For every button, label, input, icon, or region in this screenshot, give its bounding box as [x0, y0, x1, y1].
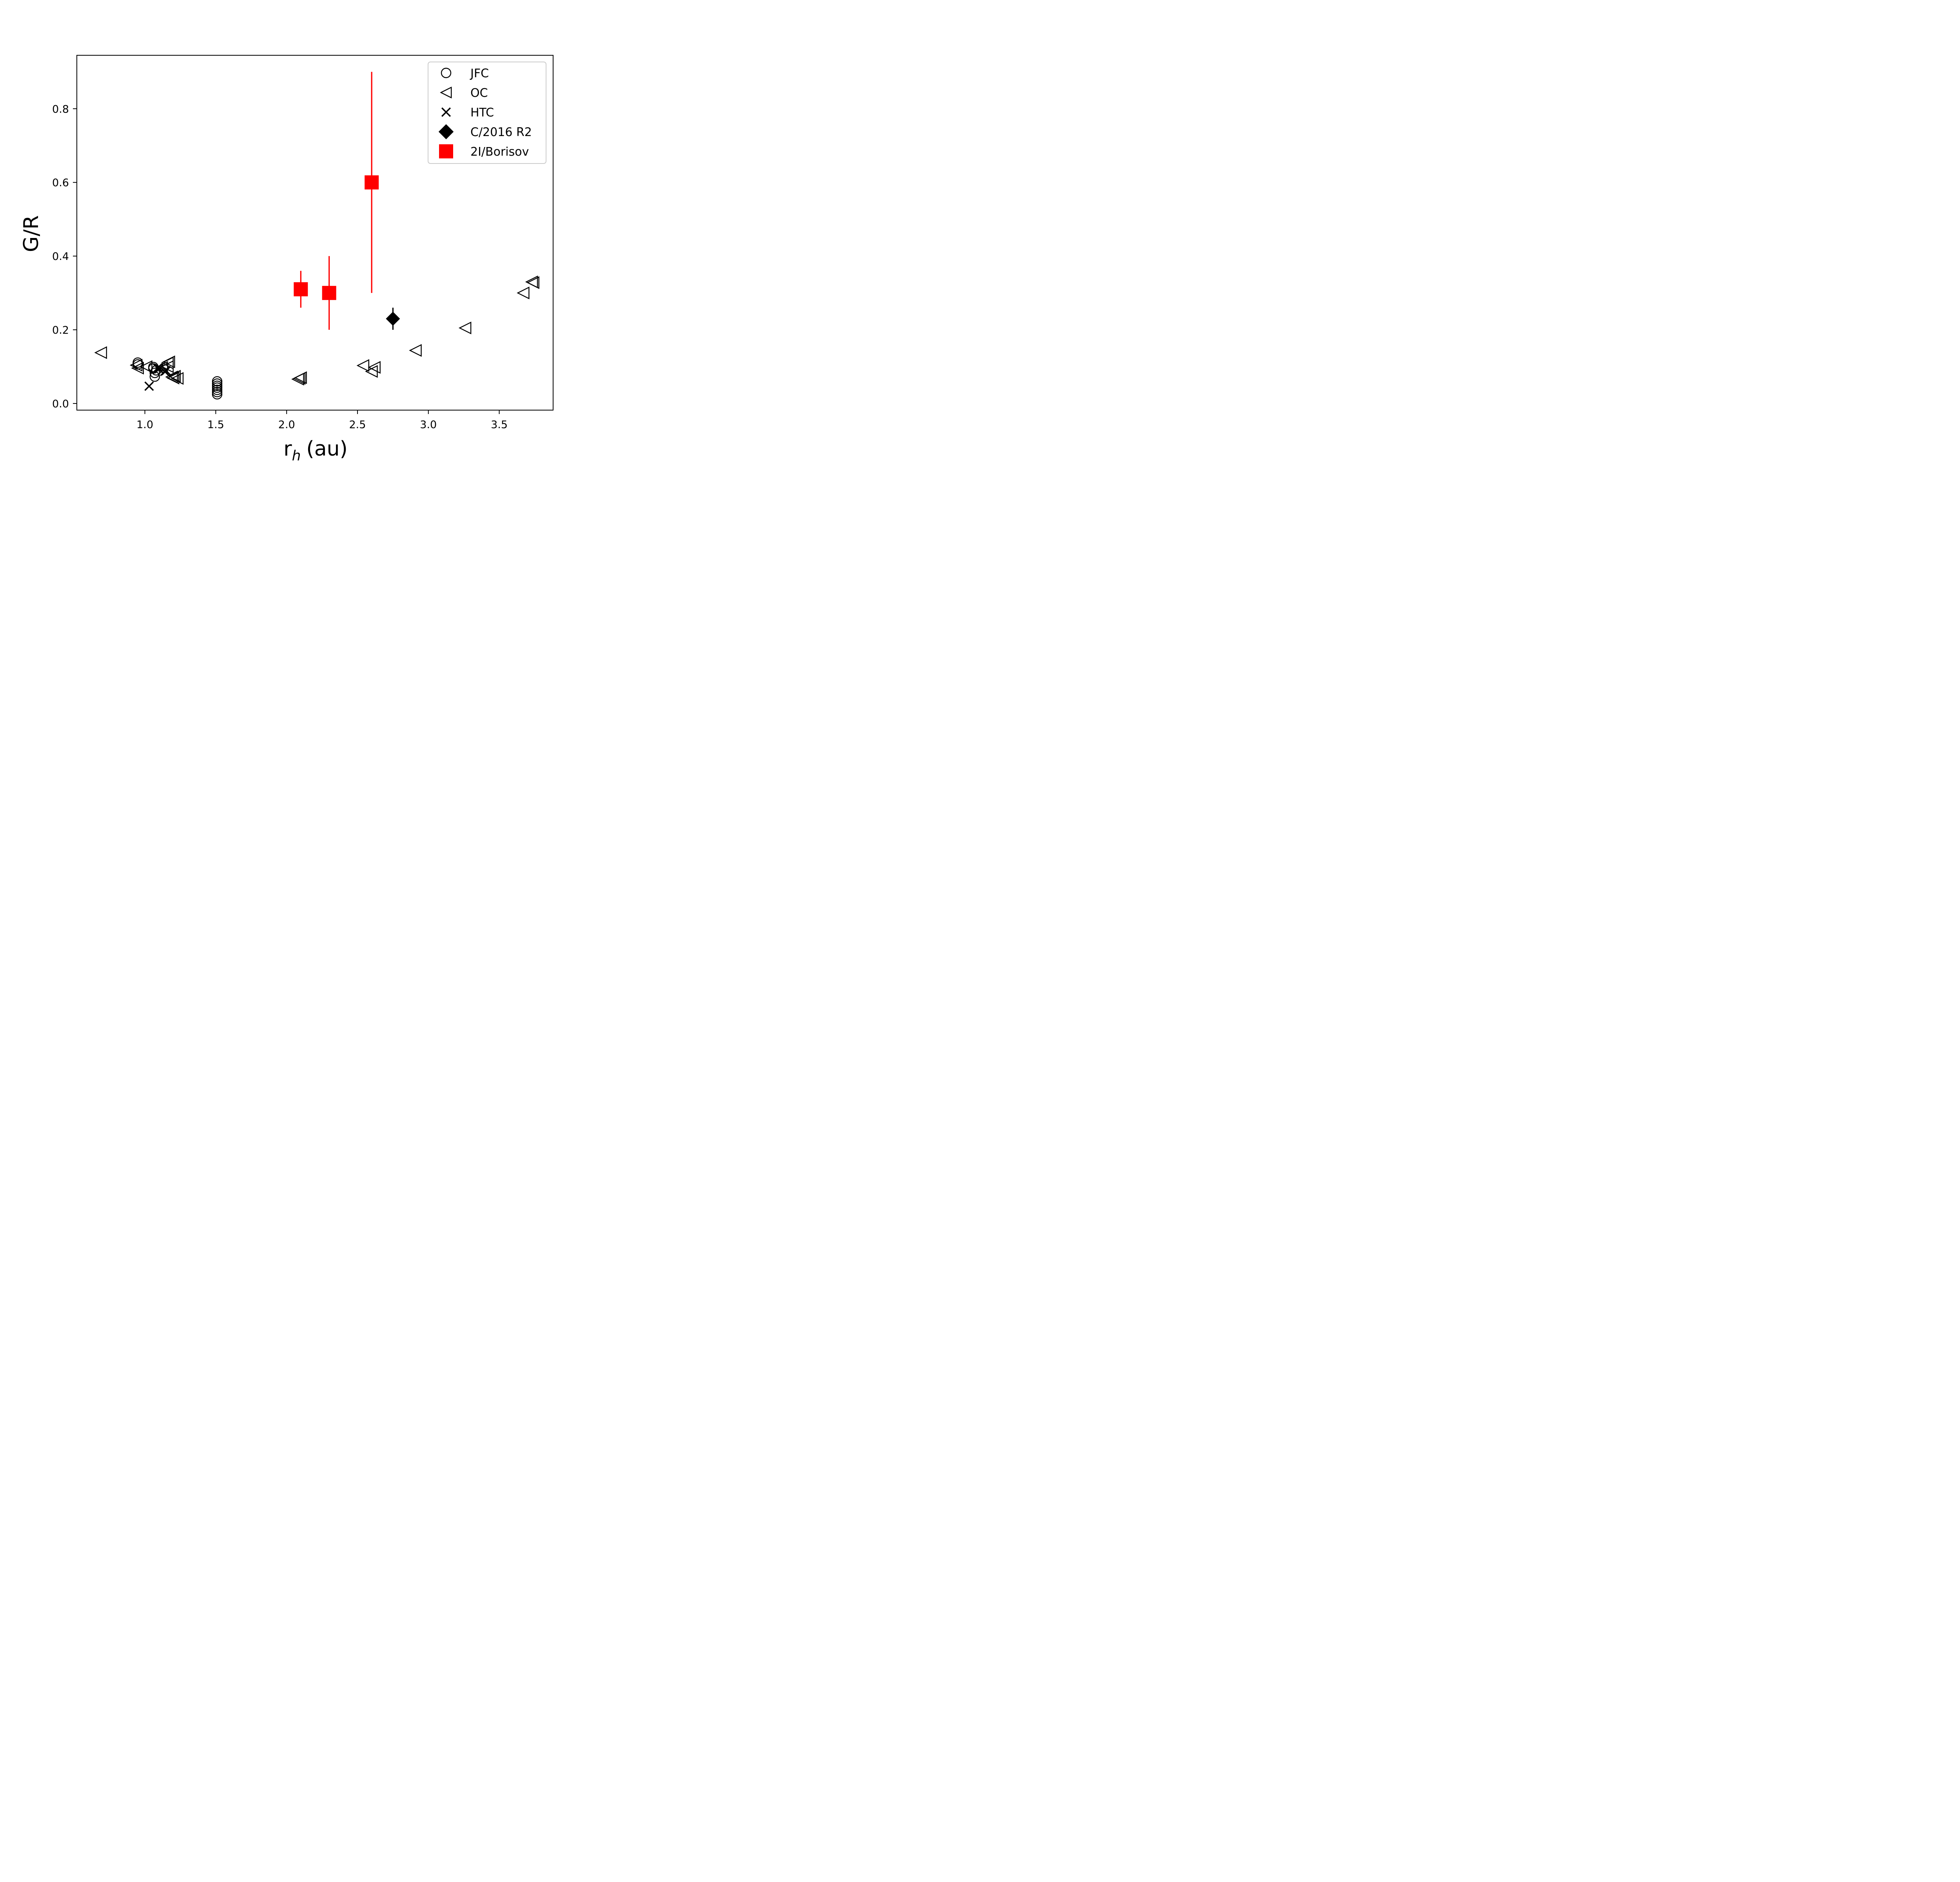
legend-item: C/2016 R2 [438, 124, 532, 140]
data-point [94, 346, 107, 359]
legend-item: HTC [441, 106, 494, 120]
y-tick-label: 0.4 [52, 251, 69, 263]
x-stroke [154, 364, 164, 374]
data-point [161, 366, 171, 376]
x-axis-label-unit: (au) [306, 437, 347, 461]
legend-marker [438, 124, 454, 140]
series-oc [94, 275, 539, 386]
y-axis-label: G/R [20, 215, 43, 252]
data-point [386, 311, 400, 326]
x-axis: 1.0 1.5 2.0 2.5 3.0 3.5 [136, 410, 508, 431]
data-point [212, 376, 223, 387]
data-point [526, 276, 539, 289]
x-tick-label: 2.0 [278, 419, 295, 431]
data-point [162, 355, 175, 369]
data-point [149, 367, 160, 378]
x-axis-label-subscript: h [292, 448, 301, 461]
legend-item: 2I/Borisov [439, 144, 529, 159]
x-tick-label: 3.0 [420, 419, 437, 431]
data-point [212, 382, 223, 393]
data-point [409, 344, 422, 357]
data-point [368, 361, 381, 374]
x-tick-label: 2.5 [349, 419, 366, 431]
data-point [168, 370, 181, 383]
x-tick-label: 3.5 [491, 419, 508, 431]
series-2i-borisov [294, 72, 379, 330]
data-point [171, 372, 184, 385]
y-tick-label: 0.2 [52, 324, 69, 336]
data-point [365, 175, 379, 190]
x-stroke [441, 107, 451, 117]
legend-box [428, 62, 546, 164]
legend-label: C/2016 R2 [470, 125, 532, 139]
data-point [154, 364, 164, 374]
legend-label: HTC [470, 106, 494, 120]
x-tick-label: 1.5 [207, 419, 224, 431]
data-point [140, 360, 152, 373]
data-point [294, 371, 307, 384]
plot-frame [76, 55, 554, 411]
legend-marker [441, 107, 451, 117]
legend-marker [441, 67, 452, 78]
data-point [294, 282, 308, 296]
data-point [212, 387, 223, 398]
x-stroke [161, 366, 171, 376]
x-axis-label-main: r [283, 437, 292, 461]
y-tick-label: 0.8 [52, 103, 69, 115]
legend-label: OC [470, 86, 488, 100]
legend-item: JFC [441, 67, 489, 80]
data-point [166, 371, 180, 385]
legend-label: JFC [470, 67, 489, 80]
data-point [517, 286, 530, 300]
y-tick-label: 0.0 [52, 398, 69, 410]
legend-marker [439, 144, 453, 158]
series-c-2016-r2 [386, 307, 400, 330]
y-axis: 0.0 0.2 0.4 0.6 0.8 [52, 103, 77, 410]
data-point [212, 378, 223, 389]
legend-label: 2I/Borisov [470, 145, 529, 159]
data-point [212, 389, 223, 400]
x-stroke [144, 381, 154, 391]
y-tick-label: 0.6 [52, 177, 69, 189]
plot-area [94, 72, 539, 400]
data-point [356, 359, 369, 372]
x-tick-label: 1.0 [136, 419, 153, 431]
data-point [144, 381, 154, 391]
legend-marker [440, 86, 452, 99]
data-point [322, 286, 336, 300]
legend-item: OC [440, 86, 488, 100]
data-point [458, 322, 472, 334]
series-htc [144, 363, 171, 391]
chart: 1.0 1.5 2.0 2.5 3.0 3.5 0.0 0.2 0.4 0.6 0.8 rh (au… [0, 0, 615, 461]
legend: JFC OC HTC C/2016 R2 2I/Borisov [428, 62, 546, 164]
data-point [129, 359, 143, 372]
x-axis-label: rh (au) [283, 437, 348, 461]
data-point [212, 385, 223, 395]
